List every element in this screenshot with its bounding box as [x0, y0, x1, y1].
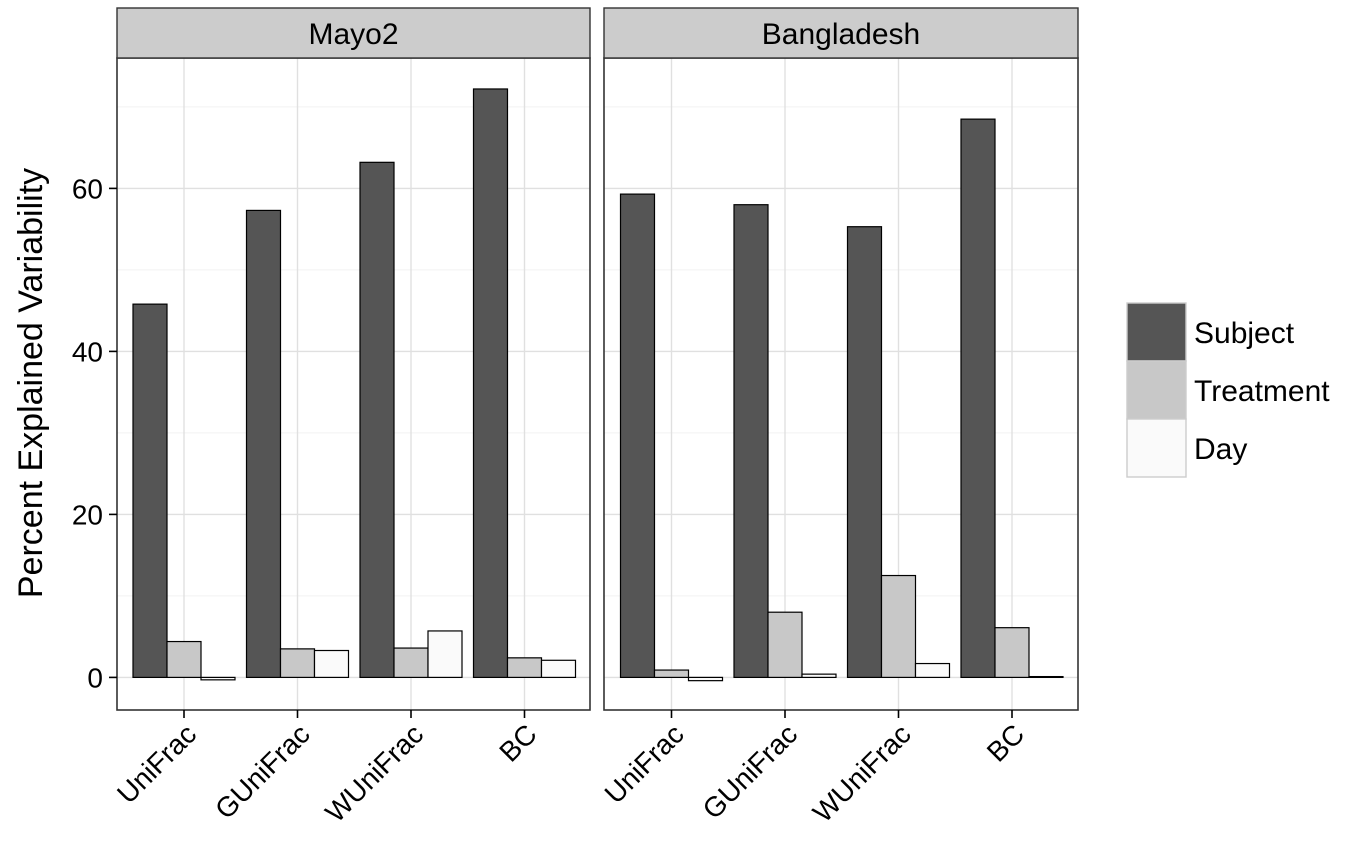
- bar-day-bc: [542, 660, 576, 677]
- y-axis: 0 20 40 60: [72, 173, 117, 693]
- legend-key-treatment: [1127, 361, 1186, 419]
- x-tick-label: GUniFrac: [697, 718, 804, 825]
- bar-subject-unifrac: [621, 194, 655, 677]
- y-tick-label: 20: [72, 499, 103, 530]
- x-tick-label: BC: [981, 718, 1030, 767]
- legend-label-treatment: Treatment: [1194, 375, 1330, 408]
- legend: Subject Treatment Day: [1127, 303, 1330, 477]
- bar-day-gunifrac: [802, 674, 836, 677]
- facet-strip-label: Bangladesh: [762, 18, 920, 51]
- bar-day-wunifrac: [428, 631, 462, 677]
- panel-background: [117, 58, 590, 710]
- bar-treatment-wunifrac: [882, 576, 916, 678]
- x-tick-label: UniFrac: [111, 718, 202, 809]
- panel-background: [604, 58, 1078, 710]
- y-tick-label: 0: [87, 662, 103, 693]
- legend-label-subject: Subject: [1194, 317, 1295, 350]
- bar-subject-bc: [474, 89, 508, 677]
- legend-key-day: [1127, 419, 1186, 477]
- bar-subject-gunifrac: [734, 205, 768, 678]
- bar-day-bc: [1029, 677, 1063, 678]
- bar-treatment-wunifrac: [394, 648, 428, 677]
- x-tick-label: WUniFrac: [319, 718, 429, 828]
- facet-strip-label: Mayo2: [308, 18, 398, 51]
- y-tick-label: 40: [72, 336, 103, 367]
- panel-bangladesh: Bangladesh UniFrac GUniFrac WUniFrac BC: [599, 8, 1078, 828]
- bar-day-gunifrac: [315, 651, 349, 678]
- x-tick-label: BC: [493, 718, 542, 767]
- bar-subject-bc: [961, 119, 995, 677]
- bar-subject-unifrac: [133, 304, 167, 677]
- bar-subject-gunifrac: [247, 210, 281, 677]
- bar-treatment-bc: [508, 658, 542, 678]
- bar-subject-wunifrac: [360, 162, 394, 677]
- x-tick-label: GUniFrac: [209, 718, 316, 825]
- legend-label-day: Day: [1194, 433, 1247, 466]
- bar-subject-wunifrac: [848, 227, 882, 678]
- y-tick-label: 60: [72, 173, 103, 204]
- bar-day-wunifrac: [916, 664, 950, 678]
- legend-key-subject: [1127, 303, 1186, 361]
- panel-mayo2: Mayo2 UniFrac GUniFrac WUniFrac BC: [111, 8, 590, 828]
- bar-day-unifrac: [201, 677, 235, 679]
- bar-treatment-gunifrac: [281, 649, 315, 678]
- x-tick-label: UniFrac: [599, 718, 690, 809]
- bar-treatment-gunifrac: [768, 612, 802, 677]
- bar-day-unifrac: [689, 677, 723, 680]
- bar-treatment-unifrac: [655, 670, 689, 677]
- bar-treatment-unifrac: [167, 642, 201, 678]
- x-tick-label: WUniFrac: [807, 718, 917, 828]
- bar-treatment-bc: [995, 628, 1029, 678]
- y-axis-title: Percent Explained Variability: [12, 168, 50, 598]
